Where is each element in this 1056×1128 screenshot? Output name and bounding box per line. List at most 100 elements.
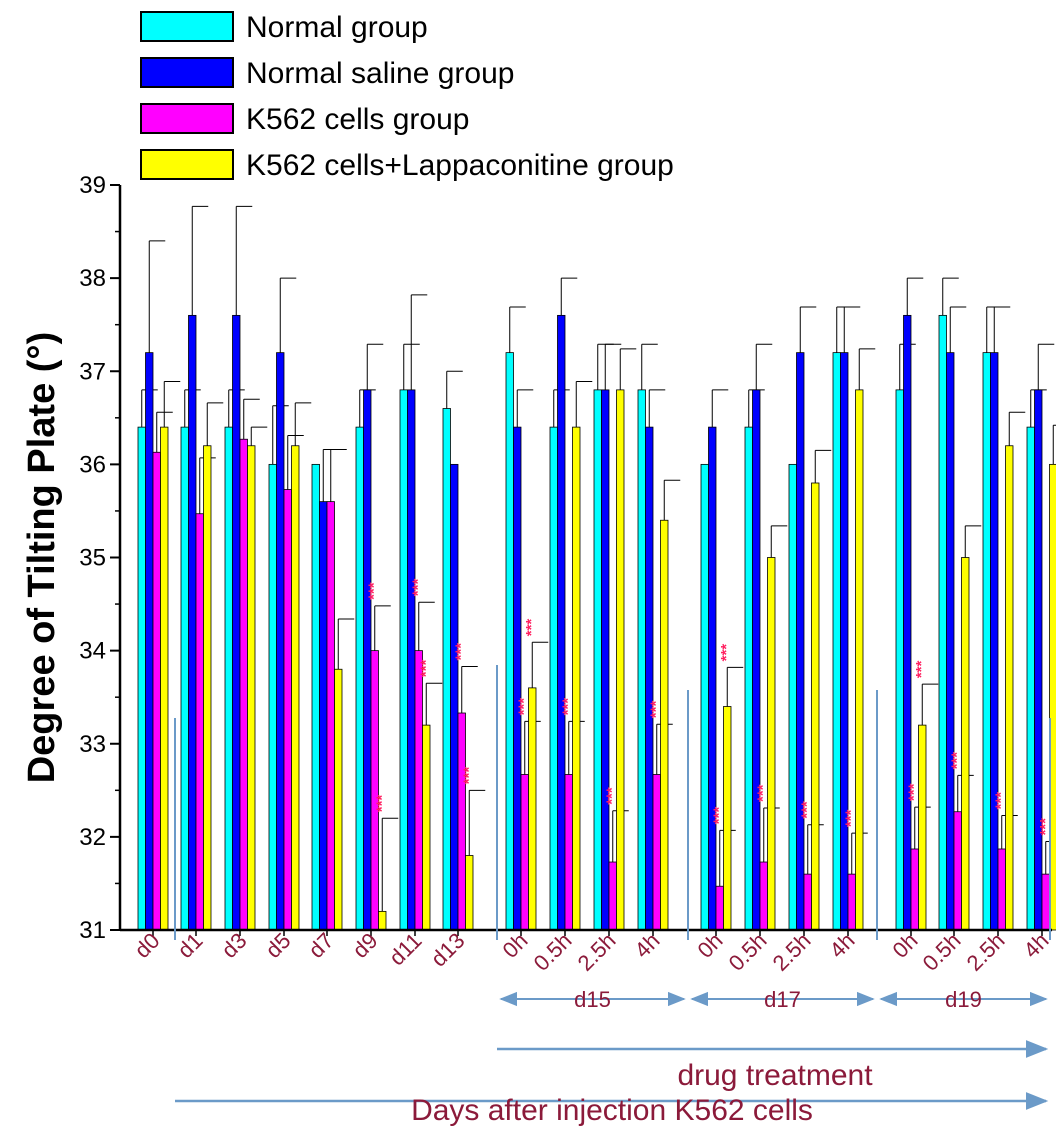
annotation-d19: d19 [945, 987, 982, 1012]
bar-s1-c17 [946, 352, 955, 931]
bar-s3-c2 [247, 445, 256, 931]
bar-s2-c13 [759, 861, 768, 931]
bar-s0-c5 [355, 426, 364, 931]
bar-s1-c19 [1034, 389, 1043, 931]
bar-s2-c8 [520, 774, 529, 931]
x-tick-label-12: 0h [693, 928, 728, 963]
significance-marker-s3-c8: *** [523, 619, 540, 637]
significance-marker-s2-c5: *** [366, 582, 383, 600]
bar-s0-c8 [505, 352, 514, 931]
bar-s1-c6 [407, 389, 416, 931]
bar-s2-c4 [326, 501, 335, 931]
bar-s0-c3 [268, 463, 277, 931]
bar-s0-c7 [442, 408, 451, 931]
significance-marker-s2-c7: *** [453, 643, 470, 661]
significance-marker-s3-c7: *** [460, 767, 477, 785]
drug-treatment-label: drug treatment [677, 1059, 873, 1092]
y-tick-label-5: 36 [79, 451, 106, 478]
bar-s2-c10 [608, 861, 617, 931]
x-tick-label-3: d5 [261, 928, 296, 963]
bar-s1-c16 [903, 314, 912, 931]
y-tick-label-2: 33 [79, 731, 106, 758]
y-tick-label-8: 39 [79, 172, 106, 199]
bar-s1-c1 [188, 314, 197, 931]
x-tick-label-8: 0h [498, 928, 533, 963]
x-tick-label-2: d3 [217, 928, 252, 963]
bar-s3-c13 [767, 557, 776, 931]
bar-s1-c10 [601, 389, 610, 931]
bar-s2-c19 [1041, 873, 1050, 931]
bar-s1-c14 [796, 352, 805, 931]
bar-s1-c18 [990, 352, 999, 931]
bar-s1-c5 [363, 389, 372, 931]
bar-s0-c4 [311, 463, 320, 931]
x-tick-label-9: 0.5h [529, 928, 577, 976]
bar-s3-c4 [334, 668, 343, 931]
bar-s0-c11 [637, 389, 646, 931]
y-tick-label-3: 34 [79, 638, 106, 665]
bar-s3-c1 [203, 445, 212, 931]
bar-s0-c18 [982, 352, 991, 931]
bar-s2-c12 [715, 885, 724, 931]
bar-s3-c10 [616, 389, 625, 931]
legend-swatch-2 [140, 103, 234, 134]
legend-label-2: K562 cells group [246, 103, 469, 136]
bar-s0-c14 [788, 463, 797, 931]
bar-s3-c15 [855, 389, 864, 931]
bar-s3-c17 [961, 557, 970, 931]
annotation-d15: d15 [574, 987, 611, 1012]
bar-s2-c18 [997, 848, 1006, 931]
bar-s2-c2 [239, 438, 248, 931]
x-tick-label-10: 2.5h [573, 928, 621, 976]
bar-s1-c7 [450, 463, 459, 931]
y-tick-label-4: 35 [79, 545, 106, 572]
x-tick-label-15: 4h [825, 928, 860, 963]
bar-s2-c9 [564, 774, 573, 931]
bar-s2-c5 [370, 650, 379, 931]
bar-s2-c17 [953, 811, 962, 931]
legend-swatch-3 [140, 149, 234, 180]
bar-s2-c14 [803, 873, 812, 931]
y-tick-label-7: 38 [79, 265, 106, 292]
bar-s0-c15 [832, 352, 841, 931]
bar-s3-c8 [528, 687, 537, 931]
significance-marker-s3-c5: *** [373, 795, 390, 813]
x-tick-label-1: d1 [173, 928, 208, 963]
bar-s2-c6 [414, 650, 423, 931]
x-tick-label-0: d0 [130, 928, 165, 963]
bar-s3-c5 [378, 910, 387, 931]
bar-s1-c8 [513, 426, 522, 931]
bar-s3-c14 [811, 482, 820, 931]
bar-s2-c3 [283, 489, 292, 931]
y-tick-label-0: 31 [79, 917, 106, 944]
bar-s1-c13 [752, 389, 761, 931]
significance-marker-s3-c6: *** [417, 660, 434, 678]
legend-label-0: Normal group [246, 11, 428, 44]
bar-s0-c10 [593, 389, 602, 931]
bar-s0-c9 [549, 426, 558, 931]
bar-s2-c16 [910, 848, 919, 931]
x-tick-label-18: 2.5h [962, 928, 1010, 976]
x-tick-label-6: d11 [384, 928, 426, 970]
x-tick-label-13: 0.5h [724, 928, 772, 976]
bar-s0-c12 [700, 463, 709, 931]
significance-marker-s3-c12: *** [718, 644, 735, 662]
legend-swatch-0 [140, 11, 234, 42]
bar-s0-c13 [744, 426, 753, 931]
bar-s0-c2 [224, 426, 233, 931]
x-tick-label-7: d13 [426, 928, 470, 972]
bar-s2-c1 [195, 513, 204, 931]
legend-swatch-1 [140, 57, 234, 88]
bar-s3-c11 [660, 519, 669, 931]
x-tick-label-17: 0.5h [918, 928, 966, 976]
bar-s2-c0 [152, 451, 161, 931]
bar-s3-c3 [291, 445, 300, 931]
bar-s0-c17 [938, 314, 947, 931]
bar-s3-c9 [572, 426, 581, 931]
bar-s3-c6 [422, 724, 431, 931]
bar-s2-c11 [652, 774, 661, 931]
bar-s0-c0 [137, 426, 146, 931]
y-axis-label: Degree of Tilting Plate (°) [21, 332, 63, 784]
bar-s1-c3 [276, 352, 285, 931]
bar-s0-c1 [180, 426, 189, 931]
